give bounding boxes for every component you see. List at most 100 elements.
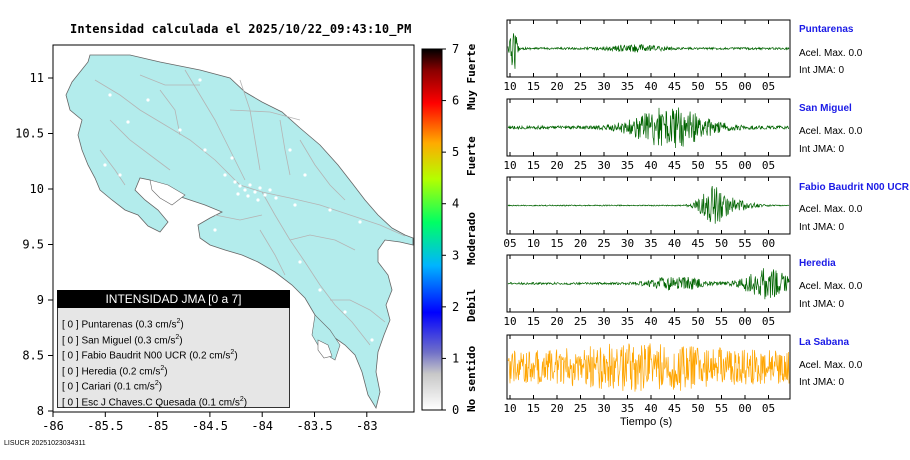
legend-item: [ 0 ] San Miguel (0.3 cm/s2) — [62, 333, 183, 346]
waveform-tick-label: 45 — [668, 159, 681, 172]
waveform-tick-label: 40 — [644, 315, 657, 328]
waveform-tick-label: 25 — [574, 80, 587, 93]
waveform-tick-label: 35 — [621, 315, 634, 328]
waveform-tick-label: 15 — [527, 80, 540, 93]
station-name-fabio-baudrit: Fabio Baudrit N00 UCR — [799, 182, 910, 193]
station-accel: Acel. Max. 0.0 — [799, 204, 863, 215]
colorbar-tick-label: 1 — [452, 351, 459, 365]
waveform-tick-label: 40 — [644, 80, 657, 93]
station-accel: Acel. Max. 0.0 — [799, 360, 863, 371]
waveform-tick-label: 35 — [621, 80, 634, 93]
waveform-tick-label: 20 — [550, 402, 563, 415]
waveform-panel: 10 15 20 25 30 35 40 45 50 55 00 05 — [503, 334, 791, 415]
waveform-tick-label: 25 — [574, 402, 587, 415]
legend-item: [ 0 ] Heredia (0.2 cm/s2) — [62, 364, 168, 377]
legend-item: [ 0 ] Puntarenas (0.3 cm/s2) — [62, 318, 184, 331]
station-jma: Int JMA: 0 — [799, 299, 845, 310]
waveform-tick-label: 20 — [550, 80, 563, 93]
map-x-tick-label: -84.5 — [192, 419, 228, 433]
waveform-tick-label: 10 — [503, 80, 516, 93]
legend-title: INTENSIDAD JMA [0 a 7] — [57, 290, 290, 308]
waveform-tick-label: 10 — [527, 237, 540, 250]
map-x-tick-label: -86 — [42, 419, 64, 433]
map-x-axis: -86 -85.5 -85 -84.5 -84 -83.5 -83 — [42, 412, 378, 433]
waveform-panel: 10 15 20 25 30 35 40 45 50 55 00 05 — [503, 98, 791, 172]
station-jma: Int JMA: 0 — [799, 144, 845, 155]
waveform-tick-label: 20 — [550, 315, 563, 328]
station-accel: Acel. Max. 0.0 — [799, 126, 863, 137]
waveform-trace — [507, 185, 790, 224]
map-x-tick-label: -85.5 — [87, 419, 123, 433]
waveform-tick-label: 05 — [762, 80, 775, 93]
waveform-tick-label: 55 — [715, 402, 728, 415]
waveform-tick-label: 05 — [503, 237, 516, 250]
station-accel: Acel. Max. 0.0 — [799, 48, 863, 59]
station-jma: Int JMA: 0 — [799, 222, 845, 233]
waveform-tick-label: 50 — [715, 237, 728, 250]
colorbar-label-debil: Debil — [465, 288, 478, 322]
waveform-panel: 10 15 20 25 30 35 40 45 50 55 00 05 — [503, 254, 791, 328]
map-x-tick-label: -83.5 — [296, 419, 332, 433]
colorbar-tick-label: 4 — [452, 197, 459, 211]
waveform-tick-label: 35 — [644, 237, 657, 250]
waveform-tick-label: 35 — [621, 159, 634, 172]
waveform-tick-label: 15 — [527, 315, 540, 328]
waveform-tick-label: 15 — [527, 159, 540, 172]
station-jma: Int JMA: 0 — [799, 377, 845, 388]
colorbar-label-moderado: Moderado — [465, 212, 478, 265]
map-y-tick-label: 8.5 — [22, 349, 44, 363]
station-name-san-miguel: San Miguel — [799, 103, 852, 114]
waveform-tick-label: 30 — [621, 237, 634, 250]
legend-item: [ 0 ] Fabio Baudrit N00 UCR (0.2 cm/s2) — [62, 349, 238, 362]
legend-item: [ 0 ] Cariari (0.1 cm/s2) — [62, 380, 163, 393]
waveform-tick-label: 25 — [597, 237, 610, 250]
map-y-tick-label: 11 — [30, 71, 44, 85]
waveform-trace — [507, 343, 790, 392]
waveform-tick-label: 55 — [715, 80, 728, 93]
waveform-tick-label: 10 — [503, 159, 516, 172]
station-name-la-sabana: La Sabana — [799, 337, 850, 348]
waveform-tick-label: 05 — [762, 315, 775, 328]
station-jma: Int JMA: 0 — [799, 65, 845, 76]
waveform-panel: 10 15 20 25 30 35 40 45 50 55 00 05 — [503, 19, 791, 93]
colorbar-label-fuerte: Fuerte — [465, 136, 478, 176]
waveform-tick-label: 45 — [668, 402, 681, 415]
waveform-tick-label: 45 — [668, 80, 681, 93]
waveform-tick-label: 10 — [503, 402, 516, 415]
waveform-tick-label: 15 — [527, 402, 540, 415]
map-y-axis: 11 10.5 10 9.5 9 8.5 8 — [15, 71, 53, 418]
colorbar-label-no-sentido: No sentido — [465, 345, 478, 412]
map-y-tick-label: 10.5 — [15, 127, 44, 141]
waveform-trace — [507, 268, 790, 300]
waveform-tick-label: 20 — [574, 237, 587, 250]
map-x-tick-label: -83 — [356, 419, 378, 433]
waveform-tick-label: 05 — [762, 159, 775, 172]
map-y-tick-label: 9.5 — [22, 238, 44, 252]
waveform-trace — [507, 107, 789, 149]
waveform-tick-label: 05 — [762, 402, 775, 415]
waveform-tick-label: 00 — [762, 237, 775, 250]
waveform-tick-label: 30 — [597, 315, 610, 328]
waveform-tick-label: 30 — [597, 80, 610, 93]
colorbar — [421, 48, 443, 411]
map-y-tick-label: 10 — [30, 182, 44, 196]
colorbar-label-muy-fuerte: Muy Fuerte — [465, 43, 478, 110]
waveform-tick-label: 55 — [715, 315, 728, 328]
waveform-tick-label: 40 — [668, 237, 681, 250]
waveform-tick-label: 50 — [691, 315, 704, 328]
legend-item: [ 0 ] Esc J Chaves.C Quesada (0.1 cm/s2) — [62, 395, 248, 408]
map-x-tick-label: -84 — [251, 419, 273, 433]
legend-list: [ 0 ] Puntarenas (0.3 cm/s2) [ 0 ] San M… — [62, 314, 248, 408]
colorbar-tick-label: 7 — [452, 42, 459, 56]
waveform-tick-label: 00 — [738, 159, 751, 172]
waveform-tick-label: 25 — [574, 315, 587, 328]
waveform-tick-label: 45 — [691, 237, 704, 250]
colorbar-tick-label: 0 — [452, 403, 459, 417]
waveform-tick-label: 30 — [597, 159, 610, 172]
waveform-tick-label: 10 — [503, 315, 516, 328]
waveform-tick-label: 25 — [574, 159, 587, 172]
waveform-tick-label: 30 — [597, 402, 610, 415]
waveform-tick-label: 45 — [668, 315, 681, 328]
waveform-tick-label: 55 — [715, 159, 728, 172]
waveform-panel: 05 10 15 20 25 30 35 40 45 50 55 00 — [503, 176, 791, 250]
